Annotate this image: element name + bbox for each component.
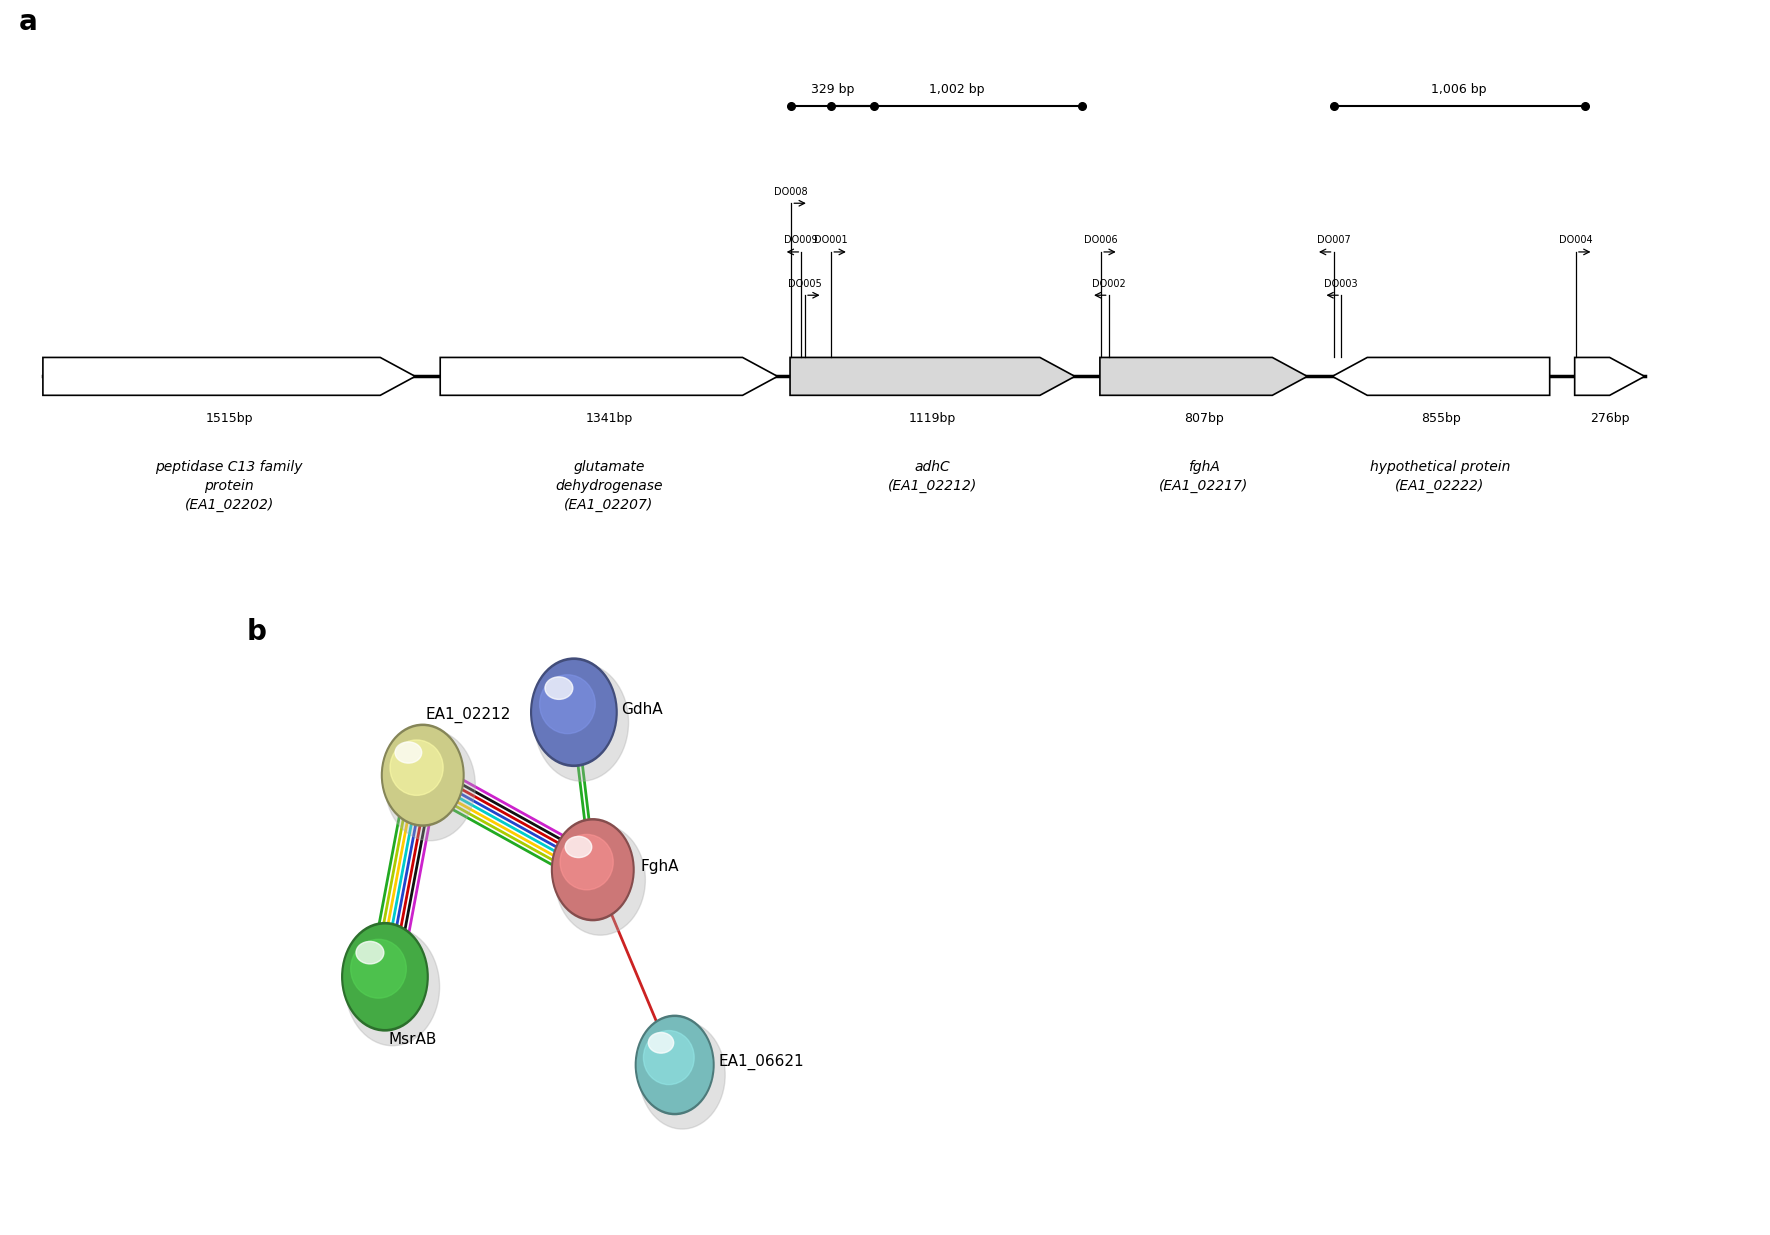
Text: 1,006 bp: 1,006 bp xyxy=(1432,83,1487,96)
Ellipse shape xyxy=(637,1018,713,1113)
Ellipse shape xyxy=(540,674,595,734)
Ellipse shape xyxy=(356,941,384,963)
Ellipse shape xyxy=(382,726,462,824)
Text: 807bp: 807bp xyxy=(1184,411,1223,425)
Text: 1,002 bp: 1,002 bp xyxy=(929,83,984,96)
FancyArrow shape xyxy=(1099,357,1308,395)
Text: GdhA: GdhA xyxy=(621,701,662,716)
Ellipse shape xyxy=(552,820,632,919)
Text: b: b xyxy=(246,618,266,646)
Text: DO008: DO008 xyxy=(775,186,809,196)
Text: FghA: FghA xyxy=(641,860,678,874)
Ellipse shape xyxy=(644,1030,694,1084)
Text: glutamate
dehydrogenase
(EA1_02207): glutamate dehydrogenase (EA1_02207) xyxy=(556,461,662,513)
Ellipse shape xyxy=(529,657,618,767)
Text: EA1_02212: EA1_02212 xyxy=(427,708,512,724)
FancyArrow shape xyxy=(789,357,1074,395)
Text: fghA
(EA1_02217): fghA (EA1_02217) xyxy=(1159,461,1248,493)
Ellipse shape xyxy=(565,836,591,857)
Ellipse shape xyxy=(639,1021,726,1129)
Text: peptidase C13 family
protein
(EA1_02202): peptidase C13 family protein (EA1_02202) xyxy=(156,461,303,513)
Text: DO007: DO007 xyxy=(1317,236,1351,246)
Text: a: a xyxy=(18,7,37,36)
Ellipse shape xyxy=(386,730,476,841)
Text: hypothetical protein
(EA1_02222): hypothetical protein (EA1_02222) xyxy=(1370,461,1510,493)
Ellipse shape xyxy=(550,818,635,921)
Text: MsrAB: MsrAB xyxy=(388,1032,437,1047)
Ellipse shape xyxy=(345,927,439,1046)
Ellipse shape xyxy=(395,742,421,763)
Ellipse shape xyxy=(342,921,428,1031)
FancyArrow shape xyxy=(441,357,777,395)
Ellipse shape xyxy=(559,835,612,890)
Ellipse shape xyxy=(533,659,616,764)
Ellipse shape xyxy=(343,925,427,1029)
Text: DO005: DO005 xyxy=(788,279,821,289)
Text: 1119bp: 1119bp xyxy=(908,411,956,425)
Text: 329 bp: 329 bp xyxy=(811,83,855,96)
Text: 276bp: 276bp xyxy=(1589,411,1630,425)
Ellipse shape xyxy=(381,724,466,827)
Text: DO001: DO001 xyxy=(814,236,848,246)
Ellipse shape xyxy=(635,1015,715,1115)
Ellipse shape xyxy=(545,677,573,699)
Text: DO004: DO004 xyxy=(1559,236,1593,246)
Text: DO003: DO003 xyxy=(1324,279,1358,289)
FancyArrow shape xyxy=(1333,357,1551,395)
Text: DO002: DO002 xyxy=(1092,279,1126,289)
Text: 1515bp: 1515bp xyxy=(205,411,253,425)
Text: DO009: DO009 xyxy=(784,236,818,246)
Ellipse shape xyxy=(350,940,407,998)
Ellipse shape xyxy=(556,824,646,935)
Text: adhC
(EA1_02212): adhC (EA1_02212) xyxy=(889,461,977,493)
Text: EA1_06621: EA1_06621 xyxy=(719,1053,804,1070)
Ellipse shape xyxy=(648,1032,674,1053)
Text: DO006: DO006 xyxy=(1085,236,1119,246)
FancyArrow shape xyxy=(1575,357,1644,395)
FancyArrow shape xyxy=(42,357,416,395)
Text: 855bp: 855bp xyxy=(1421,411,1460,425)
Text: 1341bp: 1341bp xyxy=(586,411,632,425)
Ellipse shape xyxy=(389,740,442,795)
Ellipse shape xyxy=(535,663,628,782)
